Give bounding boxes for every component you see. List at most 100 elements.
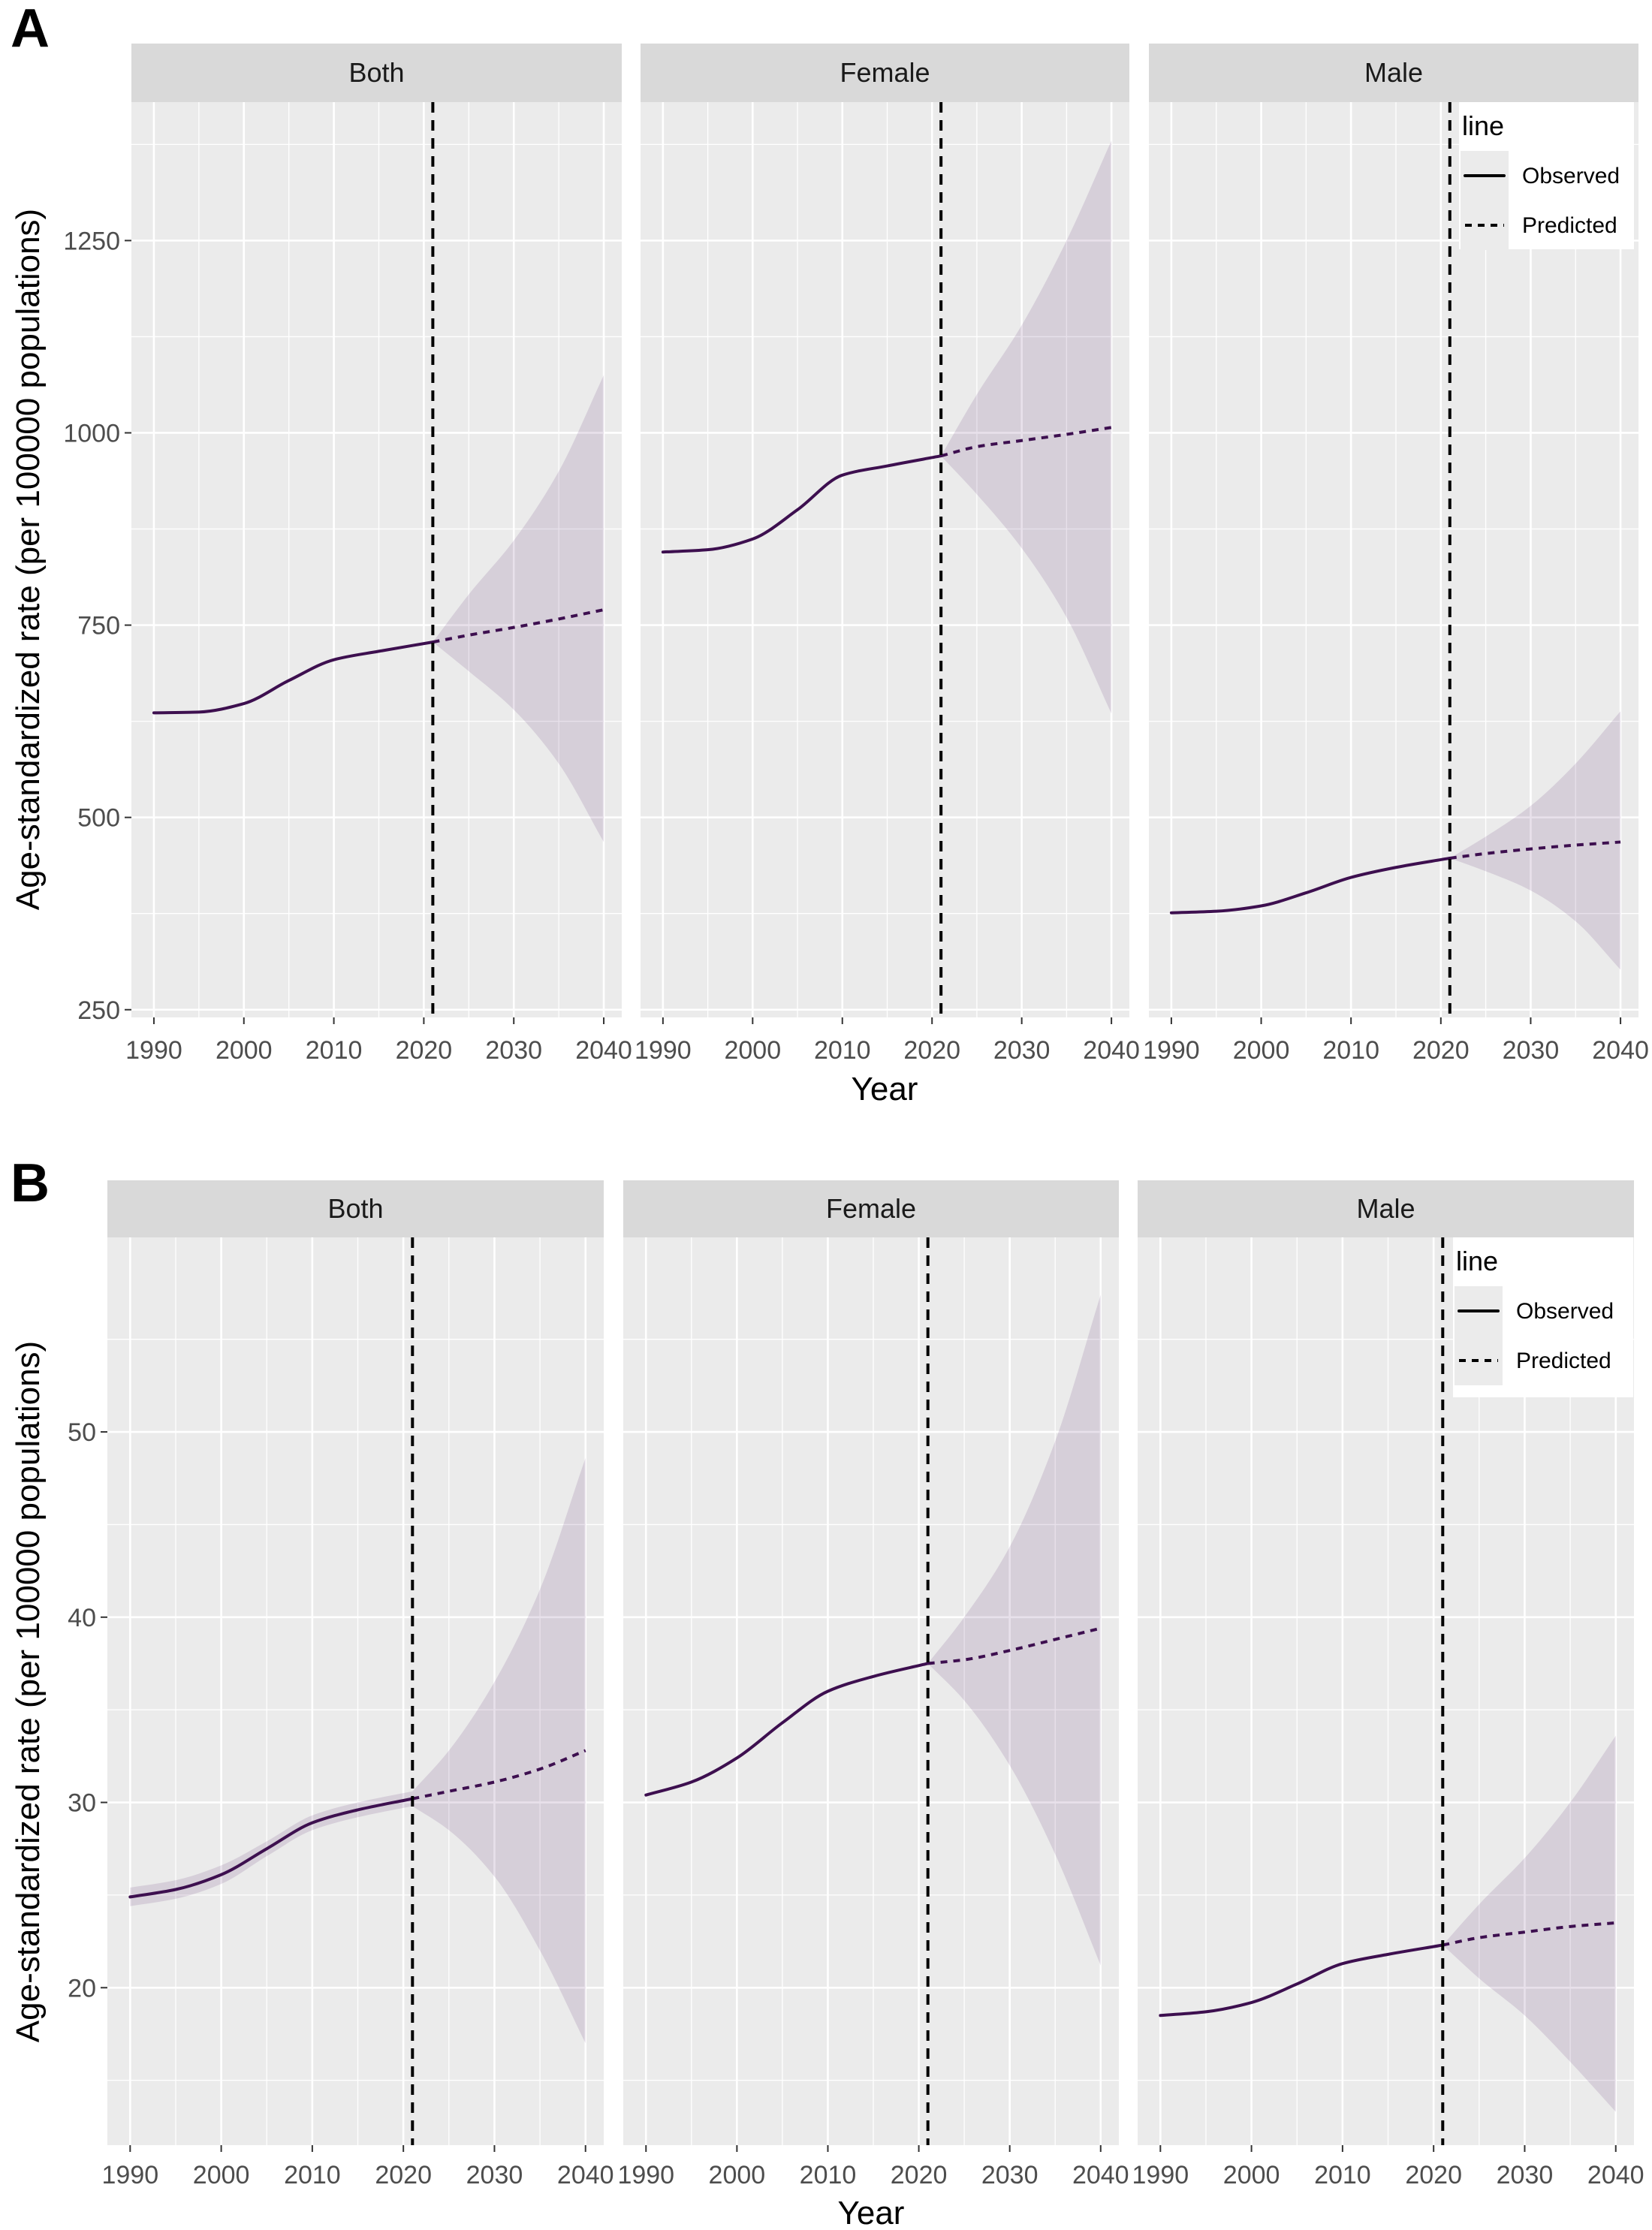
facet-male: Male 1990 2000 2010 2020 2030 2040 [1132, 1180, 1644, 2189]
facet-female: Female 1990 2000 2010 2020 2030 2040 [617, 1180, 1129, 2189]
x-tick-label: 1990 [125, 1036, 182, 1065]
x-tick-label: 2030 [466, 2161, 523, 2189]
plot-panel-background [623, 1237, 1119, 2145]
plot-panel-background [1149, 102, 1638, 1017]
observed-line [1159, 1943, 1445, 2018]
x-tick-label: 2000 [709, 2161, 766, 2189]
x-tick-label: 2040 [1587, 2161, 1644, 2189]
predicted-line [1449, 840, 1621, 860]
y-axis-title: Age-standardized rate (per 100000 popula… [10, 209, 47, 910]
prediction-interval-band [927, 1294, 1101, 1966]
predicted-line [927, 1626, 1102, 1665]
facet-strip-label: Female [826, 1193, 916, 1224]
y-tick-label: 30 [68, 1789, 96, 1818]
x-tick-label: 2030 [1497, 2161, 1554, 2189]
legend-key-background [1461, 151, 1509, 250]
x-tick-label: 2020 [375, 2161, 432, 2189]
facet-both: Both 1990 2000 2010 2020 2030 2040 [102, 1180, 614, 2189]
y-tick-label: 1250 [63, 227, 120, 255]
y-tick-label: 750 [77, 612, 120, 640]
plot-panel-background [131, 102, 622, 1017]
observed-line [661, 454, 943, 554]
x-tick-label: 2020 [903, 1036, 960, 1065]
x-tick-label: 2030 [981, 2161, 1039, 2189]
x-tick-label: 2020 [396, 1036, 453, 1065]
x-tick-label: 2040 [557, 2161, 614, 2189]
facet-strip-label: Female [840, 57, 930, 88]
prediction-interval-band [1449, 711, 1621, 970]
x-tick-label: 2020 [1412, 1036, 1470, 1065]
legend: line Observed Predicted [1453, 1237, 1633, 1397]
facet-strip-label: Both [348, 57, 404, 88]
observed-line [152, 640, 435, 715]
prediction-interval-band [1442, 1735, 1616, 2112]
y-tick-label: 250 [77, 996, 120, 1025]
x-tick-label: 2000 [1223, 2161, 1280, 2189]
y-tick-label: 20 [68, 1974, 96, 2002]
y-tick-label: 500 [77, 804, 120, 833]
x-tick-label: 2010 [306, 1036, 363, 1065]
facet-strip-label: Male [1356, 1193, 1415, 1224]
observed-interval-band [130, 1791, 413, 1906]
legend-predicted-label: Predicted [1516, 1349, 1611, 1373]
facet-strip [623, 1180, 1119, 1237]
prediction-interval-band [941, 140, 1112, 714]
facet-strip [107, 1180, 604, 1237]
x-axis-title: Year [852, 1071, 918, 1107]
facet-strip [131, 44, 622, 102]
facet-strip-label: Both [327, 1193, 383, 1224]
panel-letter: A [11, 0, 50, 59]
x-tick-label: 2000 [724, 1036, 781, 1065]
x-tick-label: 1990 [635, 1036, 692, 1065]
x-tick-label: 2000 [193, 2161, 250, 2189]
observed-line [128, 1797, 415, 1899]
x-tick-label: 2040 [1592, 1036, 1649, 1065]
x-tick-label: 2030 [1503, 1036, 1560, 1065]
x-axis-title: Year [838, 2195, 905, 2230]
x-tick-label: 2040 [575, 1036, 632, 1065]
plot-panel-background [641, 102, 1129, 1017]
prediction-interval-band [412, 1457, 586, 2044]
legend-observed-label: Observed [1516, 1299, 1614, 1324]
x-tick-label: 2020 [891, 2161, 948, 2189]
x-tick-label: 2020 [1405, 2161, 1462, 2189]
x-tick-label: 2000 [216, 1036, 273, 1065]
y-axis-title: Age-standardized rate (per 100000 popula… [10, 1341, 47, 2042]
facet-male: Male 1990 2000 2010 2020 2030 2040 [1143, 44, 1649, 1065]
x-tick-label: 1990 [1143, 1036, 1200, 1065]
facet-strip [641, 44, 1129, 102]
x-tick-label: 2010 [814, 1036, 871, 1065]
x-tick-label: 2000 [1233, 1036, 1290, 1065]
predicted-line [940, 426, 1112, 458]
legend-title: line [1462, 110, 1504, 141]
legend-predicted-label: Predicted [1522, 213, 1617, 238]
legend: line Observed Predicted [1459, 102, 1634, 250]
y-tick-label: 40 [68, 1604, 96, 1632]
x-tick-label: 2040 [1072, 2161, 1129, 2189]
facet-both: Both 1990 2000 2010 2020 2030 2040 [125, 44, 632, 1065]
facet-strip-label: Male [1364, 57, 1423, 88]
panel-letter: B [11, 1153, 50, 1213]
x-tick-label: 2040 [1083, 1036, 1140, 1065]
y-tick-label: 1000 [63, 419, 120, 448]
y-tick-label: 50 [68, 1418, 96, 1447]
observed-line [1169, 856, 1452, 915]
facet-strip [1149, 44, 1638, 102]
prediction-interval-band [433, 375, 604, 842]
predicted-line [433, 608, 604, 644]
x-tick-label: 1990 [1132, 2161, 1189, 2189]
legend-observed-label: Observed [1522, 164, 1620, 188]
legend-key-background [1455, 1286, 1503, 1385]
x-tick-label: 1990 [102, 2161, 159, 2189]
legend-title: line [1456, 1246, 1498, 1276]
facet-female: Female 1990 2000 2010 2020 2030 2040 [635, 44, 1140, 1065]
predicted-line [1442, 1921, 1616, 1947]
x-tick-label: 1990 [617, 2161, 674, 2189]
x-tick-label: 2030 [485, 1036, 542, 1065]
x-tick-label: 2010 [1314, 2161, 1371, 2189]
x-tick-label: 2010 [1322, 1036, 1379, 1065]
observed-line [644, 1662, 930, 1797]
